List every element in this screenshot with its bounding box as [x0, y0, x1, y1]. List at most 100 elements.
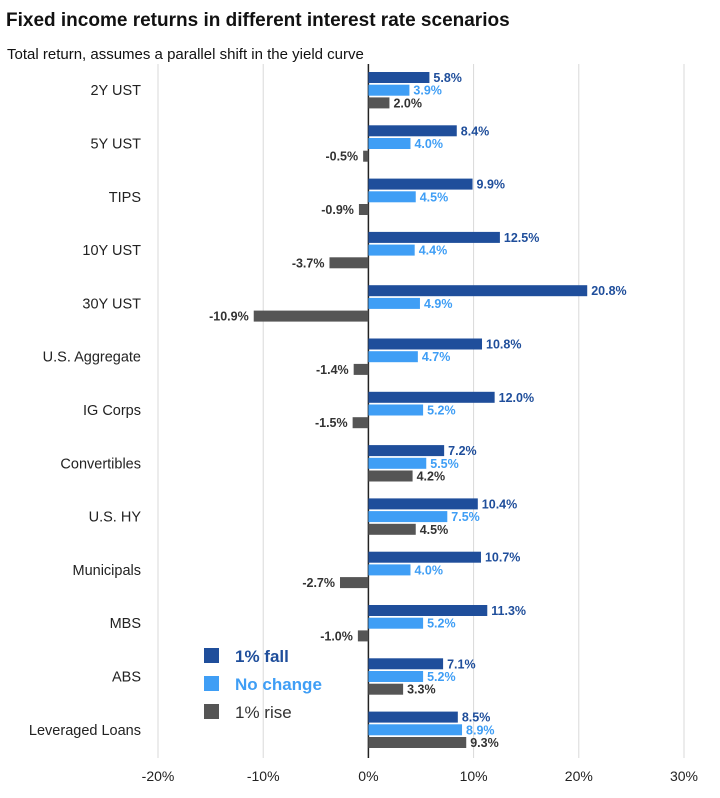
bar-1-fall — [368, 711, 458, 723]
bar-1-fall — [368, 605, 488, 616]
data-label: 4.0% — [414, 563, 443, 577]
bar-no-change — [368, 84, 410, 96]
bar-1-rise — [357, 630, 369, 642]
data-label: 4.0% — [414, 137, 443, 151]
data-label: 7.2% — [448, 444, 477, 458]
category-label: Municipals — [73, 563, 142, 579]
bar-1-fall — [368, 445, 445, 457]
bar-1-fall — [368, 391, 495, 403]
bar-1-fall — [368, 498, 478, 510]
bar-no-change — [368, 297, 420, 309]
bar-1-fall — [368, 178, 473, 190]
data-label: 10.4% — [482, 497, 517, 511]
category-label: Leveraged Loans — [29, 723, 141, 739]
category-label: 5Y UST — [90, 137, 141, 153]
category-label: U.S. Aggregate — [43, 350, 141, 366]
bar-1-rise — [368, 683, 404, 695]
bar-1-rise — [368, 97, 390, 109]
category-label: 30Y UST — [82, 296, 141, 312]
bar-no-change — [368, 671, 424, 682]
legend-label: 1% fall — [235, 647, 289, 666]
bar-no-change — [368, 511, 448, 523]
bar-1-fall — [368, 338, 483, 350]
legend-swatch — [204, 676, 219, 691]
category-label: Convertibles — [60, 456, 141, 472]
data-label: 11.3% — [491, 604, 526, 618]
data-label: 5.2% — [427, 617, 456, 631]
category-label: ABS — [112, 670, 141, 686]
bar-no-change — [368, 457, 427, 469]
category-label: TIPS — [109, 190, 141, 206]
data-label: 5.2% — [427, 670, 456, 684]
data-label: 2.0% — [393, 96, 422, 110]
data-label: -1.4% — [316, 363, 349, 377]
category-label: MBS — [110, 616, 141, 632]
bar-1-fall — [368, 551, 481, 563]
data-label: 12.0% — [499, 391, 534, 405]
data-label: -1.0% — [320, 629, 353, 643]
data-label: -0.9% — [321, 203, 354, 217]
bar-no-change — [368, 351, 418, 363]
bar-1-rise — [353, 363, 369, 375]
x-tick-label: 0% — [358, 768, 378, 784]
bar-no-change — [368, 138, 411, 149]
legend-swatch — [204, 704, 219, 719]
chart-subtitle: Total return, assumes a parallel shift i… — [7, 46, 364, 63]
data-label: 10.8% — [486, 338, 521, 352]
data-label: 7.5% — [451, 510, 480, 524]
data-label: -1.5% — [315, 416, 348, 430]
data-label: 5.5% — [430, 457, 459, 471]
x-tick-label: -20% — [142, 768, 175, 784]
bar-1-rise — [368, 737, 467, 748]
x-tick-label: 30% — [670, 768, 698, 784]
data-label: -3.7% — [292, 256, 325, 270]
data-label: 12.5% — [504, 231, 539, 245]
data-label: 4.2% — [417, 470, 446, 484]
data-label: 9.3% — [470, 736, 499, 750]
category-label: 2Y UST — [90, 83, 141, 99]
data-label: 4.5% — [420, 190, 449, 204]
chart-title: Fixed income returns in different intere… — [6, 10, 510, 31]
data-label: 9.9% — [477, 178, 506, 192]
data-label: 4.7% — [422, 350, 451, 364]
bar-no-change — [368, 617, 424, 629]
data-label: 5.8% — [433, 71, 462, 85]
data-label: 4.5% — [420, 523, 449, 537]
bar-1-fall — [368, 72, 430, 83]
x-tick-label: -10% — [247, 768, 280, 784]
data-label: 4.4% — [419, 244, 448, 258]
bar-no-change — [368, 191, 416, 203]
bar-1-fall — [368, 125, 457, 137]
x-tick-label: 20% — [565, 768, 593, 784]
bar-1-rise — [253, 310, 369, 322]
data-label: 8.5% — [462, 711, 491, 725]
bar-1-rise — [368, 523, 416, 535]
data-label: -10.9% — [209, 310, 249, 324]
bar-1-rise — [368, 470, 413, 482]
data-label: 8.9% — [466, 723, 495, 737]
bar-no-change — [368, 564, 411, 576]
bar-no-change — [368, 404, 424, 416]
data-label: 20.8% — [591, 284, 626, 298]
bar-1-fall — [368, 231, 500, 243]
category-label: 10Y UST — [82, 243, 141, 259]
legend-label: No change — [235, 675, 322, 694]
legend-label: 1% rise — [235, 703, 292, 722]
data-label: 10.7% — [485, 551, 520, 565]
legend-swatch — [204, 648, 219, 663]
bar-no-change — [368, 244, 415, 256]
data-label: 4.9% — [424, 297, 453, 311]
data-label: -0.5% — [325, 150, 358, 164]
data-label: 3.9% — [413, 84, 442, 98]
data-label: 8.4% — [461, 124, 490, 138]
category-label: U.S. HY — [89, 510, 142, 526]
data-label: 5.2% — [427, 404, 456, 418]
bar-1-rise — [352, 417, 369, 429]
category-label: IG Corps — [83, 403, 141, 419]
bar-1-rise — [358, 204, 369, 215]
data-label: 3.3% — [407, 683, 436, 697]
bar-1-rise — [339, 577, 369, 589]
bar-1-rise — [329, 257, 369, 269]
